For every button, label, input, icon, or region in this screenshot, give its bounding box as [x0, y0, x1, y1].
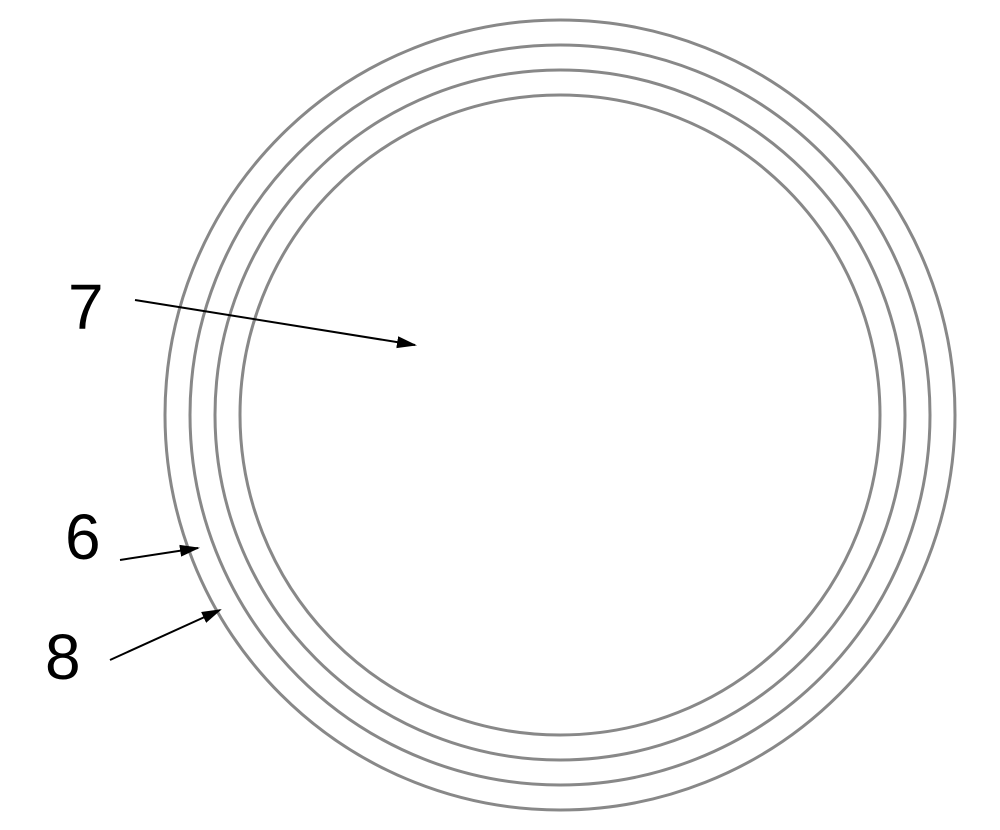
circle-ring3	[190, 45, 930, 785]
label-8: 8	[45, 620, 81, 694]
circle-ring2	[215, 70, 905, 760]
diagram-svg	[0, 0, 1000, 830]
label-7: 7	[68, 270, 104, 344]
arrows-group	[110, 300, 415, 660]
circles-group	[165, 20, 955, 810]
diagram-container: 7 6 8	[0, 0, 1000, 830]
arrow-label-6	[120, 548, 198, 560]
circle-outer	[165, 20, 955, 810]
arrow-label-8	[110, 610, 220, 660]
label-6: 6	[65, 500, 101, 574]
circle-inner	[240, 95, 880, 735]
